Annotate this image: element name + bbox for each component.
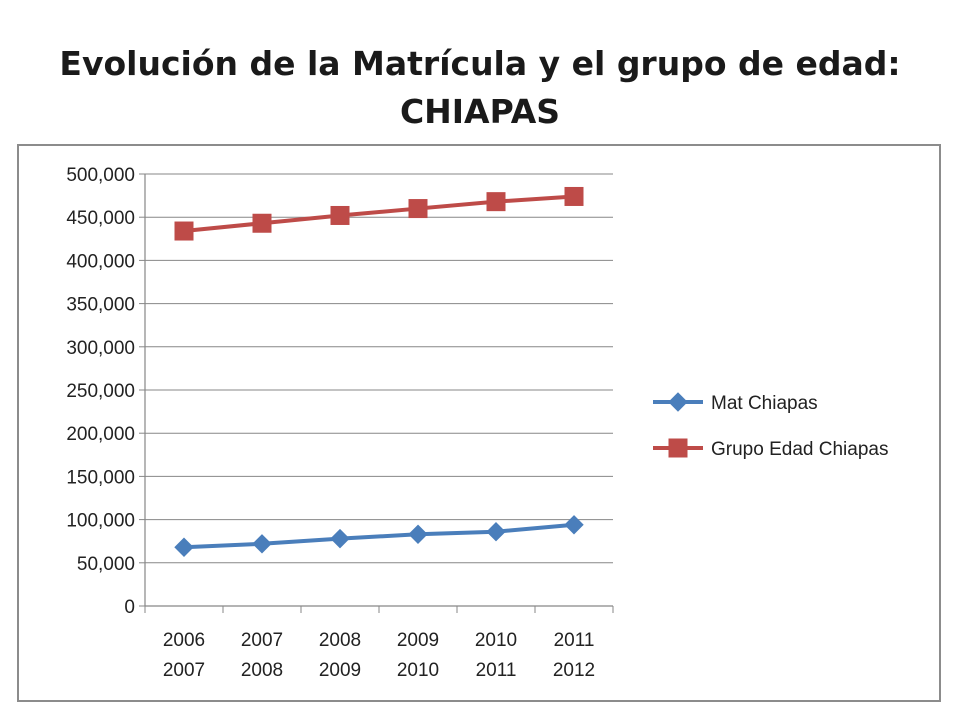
series-2: [174, 186, 584, 241]
data-point: [252, 213, 272, 233]
x-tick-label: 2007: [241, 630, 283, 651]
data-point: [252, 534, 272, 554]
y-tick-label: 500,000: [66, 165, 135, 186]
x-tick-label: 2007: [163, 660, 205, 681]
title-line-2: CHIAPAS: [399, 92, 561, 131]
x-tick-label: 2008: [241, 660, 283, 681]
x-tick-label: 2006: [163, 630, 205, 651]
x-tick-label: 2009: [397, 630, 439, 651]
x-tick-label: 2010: [475, 630, 517, 651]
legend-entry: Grupo Edad Chiapas: [653, 438, 888, 460]
page-title: Evolución de la Matrícula y el grupo de …: [0, 40, 960, 136]
series: [174, 186, 584, 557]
x-tick-label: 2010: [397, 660, 439, 681]
chart-frame: 0 50,000 100,000 150,000 200,000 250,000 300,0…: [17, 144, 941, 702]
x-tick-label: 2008: [319, 630, 361, 651]
line-chart: 0 50,000 100,000 150,000 200,000 250,000 300,0…: [66, 165, 888, 681]
data-point: [564, 515, 584, 535]
title-line-1: Evolución de la Matrícula y el grupo de …: [59, 44, 901, 83]
series-1: [174, 515, 584, 557]
y-tick-label: 150,000: [66, 467, 135, 488]
x-tick-label: 2012: [553, 660, 595, 681]
y-tick-label: 250,000: [66, 381, 135, 402]
tick-labels: 0 50,000 100,000 150,000 200,000 250,000 300,0…: [66, 165, 595, 681]
y-tick-label: 50,000: [77, 554, 135, 575]
data-point: [174, 537, 194, 557]
y-tick-label: 400,000: [66, 251, 135, 272]
y-tick-label: 300,000: [66, 338, 135, 359]
legend-label: Mat Chiapas: [711, 393, 818, 414]
data-point: [486, 192, 506, 212]
y-tick-label: 100,000: [66, 511, 135, 532]
data-point: [330, 205, 350, 225]
legend-entry: Mat Chiapas: [653, 392, 818, 414]
data-point: [174, 221, 194, 241]
legend-marker: [668, 392, 688, 412]
series-line: [183, 194, 575, 234]
data-point: [486, 521, 506, 542]
axes: [139, 173, 614, 613]
legend: Mat Chiapas Grupo Edad Chiapas: [653, 392, 888, 460]
data-point: [330, 528, 350, 549]
x-tick-label: 2011: [476, 660, 517, 681]
gridlines: [145, 173, 613, 564]
y-tick-label: 200,000: [66, 424, 135, 445]
y-tick-label: 350,000: [66, 295, 135, 316]
y-tick-label: 0: [124, 597, 135, 618]
data-point: [408, 199, 428, 219]
x-tick-label: 2011: [554, 630, 595, 651]
series-line: [183, 522, 575, 550]
data-point: [564, 186, 584, 206]
legend-label: Grupo Edad Chiapas: [711, 439, 888, 460]
x-tick-label: 2009: [319, 660, 361, 681]
legend-marker: [668, 438, 688, 458]
y-tick-label: 450,000: [66, 208, 135, 229]
data-point: [408, 524, 428, 544]
